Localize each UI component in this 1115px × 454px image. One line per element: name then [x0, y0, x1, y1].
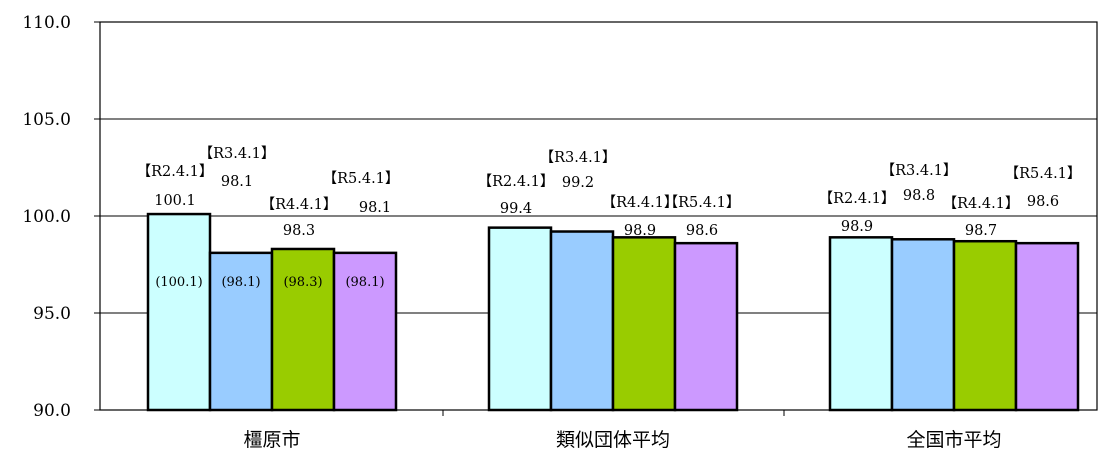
bar [952, 239, 1018, 412]
y-axis-ticks: 90.0 95.0 100.0 105.0 110.0 [22, 13, 100, 421]
data-label: 99.4 [500, 201, 532, 217]
series-name-label: 【R3.4.1】 [540, 149, 617, 166]
y-tick-label: 110.0 [22, 13, 71, 33]
plot-border [99, 21, 1098, 411]
data-label: 98.3 [283, 223, 315, 239]
series-name-label: 【R3.4.1】 [881, 162, 958, 179]
category-labels: 橿原市 類似団体平均 全国市平均 [243, 429, 1001, 451]
series-name-label: 【R3.4.1】 [199, 145, 276, 162]
bar-inner-label: (98.1) [221, 275, 260, 290]
bar-inner-label: (98.3) [283, 275, 322, 290]
y-tick-label: 105.0 [22, 110, 71, 130]
y-tick-label: 95.0 [33, 304, 71, 324]
series-name-label: 【R2.4.1】 [478, 173, 555, 190]
series-name-label: 【R5.4.1】 [664, 194, 741, 211]
series-name-label: 【R4.4.1】 [943, 195, 1020, 212]
bar-inner-label: (100.1) [155, 275, 202, 290]
bar [270, 247, 336, 412]
plot-frame [99, 21, 1098, 416]
bar [549, 230, 615, 412]
bar [146, 212, 212, 412]
bar [828, 236, 894, 412]
data-label: 99.2 [562, 175, 594, 191]
data-label: 98.1 [359, 200, 391, 216]
bars [146, 212, 1080, 412]
bar [890, 238, 956, 412]
data-label: 98.6 [1027, 194, 1059, 210]
bar [673, 241, 739, 412]
data-labels: (100.1) 【R2.4.1】 100.1 (98.1) 【R3.4.1】 98.1 (9… [137, 145, 1082, 290]
data-label: 98.1 [221, 174, 253, 190]
data-label: 98.7 [965, 223, 997, 239]
series-name-label: 【R5.4.1】 [1005, 165, 1082, 182]
series-name-label: 【R4.4.1】 [261, 196, 338, 213]
data-label: 100.1 [154, 193, 196, 209]
bar [611, 236, 677, 412]
series-name-label: 【R4.4.1】 [602, 194, 679, 211]
category-label: 類似団体平均 [556, 429, 670, 451]
series-name-label: 【R2.4.1】 [819, 190, 896, 207]
category-label: 橿原市 [243, 429, 300, 451]
category-label: 全国市平均 [906, 429, 1001, 451]
bar-inner-label: (98.1) [345, 275, 384, 290]
data-label: 98.6 [686, 223, 718, 239]
series-name-label: 【R5.4.1】 [323, 170, 400, 187]
bar [208, 251, 274, 412]
bar [1014, 241, 1080, 412]
series-name-label: 【R2.4.1】 [137, 163, 214, 180]
bar [487, 226, 553, 412]
data-label: 98.9 [841, 219, 873, 235]
y-tick-label: 100.0 [22, 207, 71, 227]
data-label: 98.8 [903, 188, 935, 204]
data-label: 98.9 [624, 223, 656, 239]
y-tick-label: 90.0 [33, 401, 71, 421]
